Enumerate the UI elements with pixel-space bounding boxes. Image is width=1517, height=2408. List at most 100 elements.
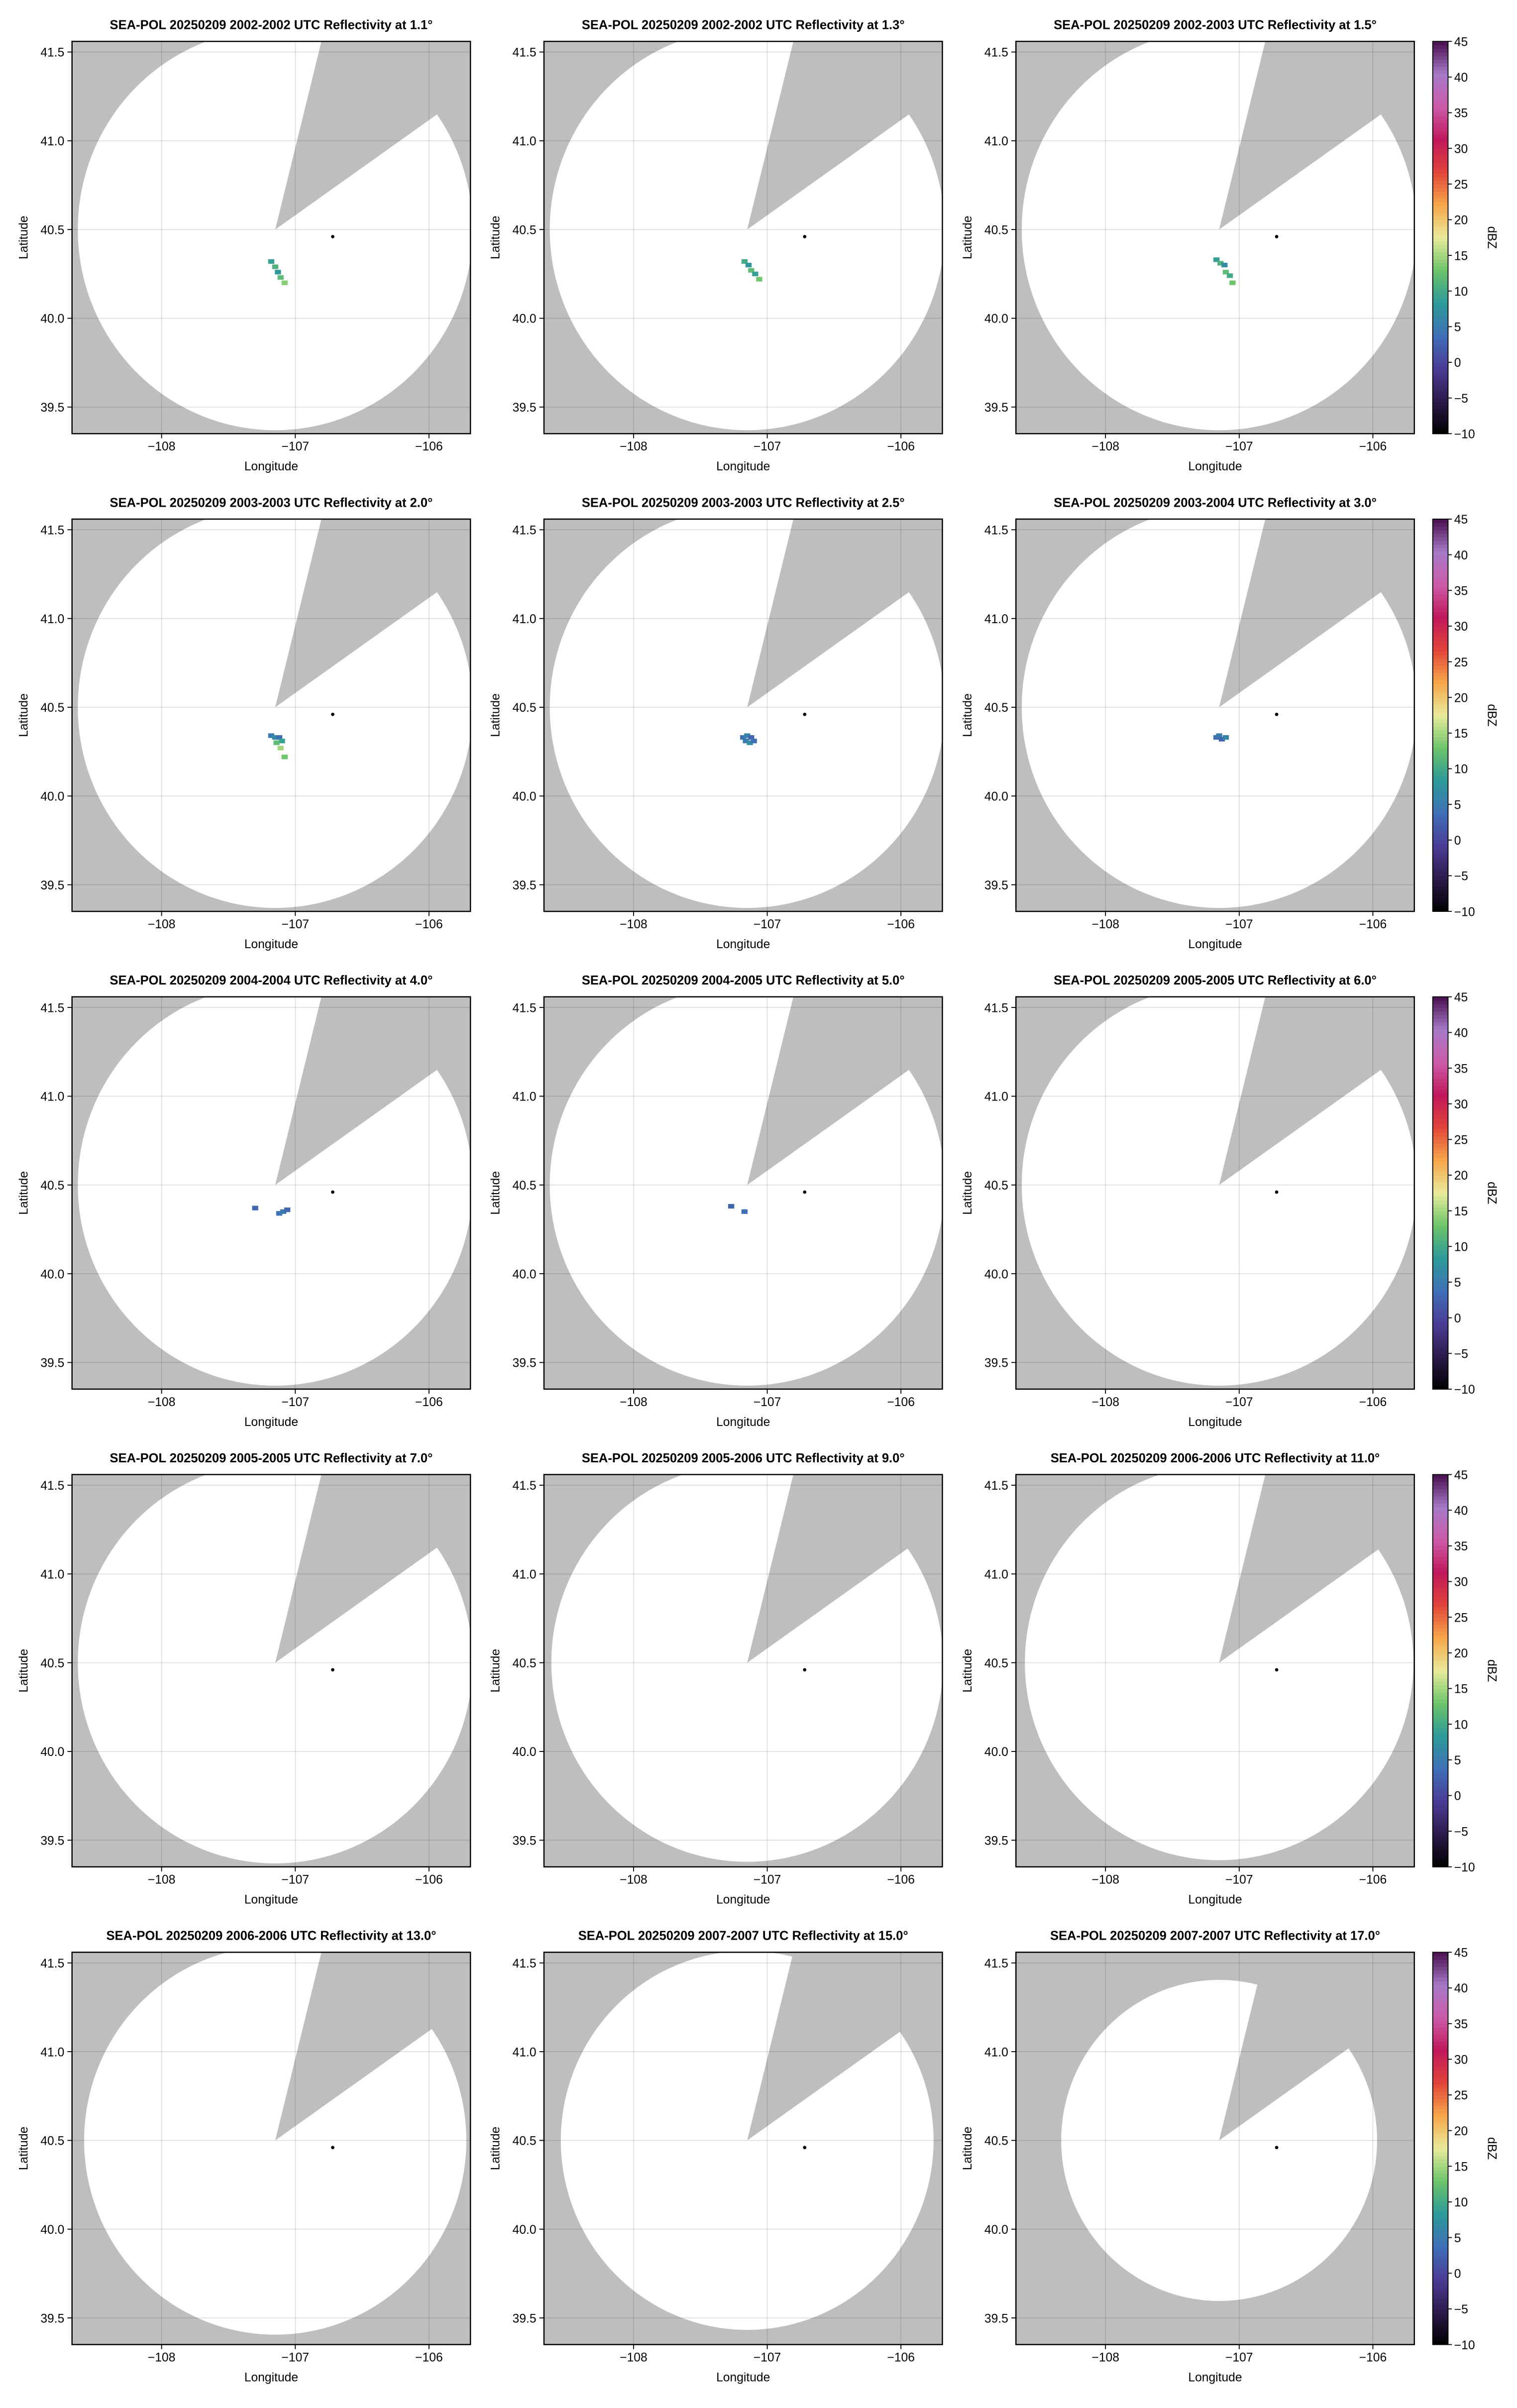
colorbar-segment [1432, 2280, 1448, 2285]
site-marker [1275, 235, 1279, 238]
x-axis-label: Longitude [244, 1416, 298, 1429]
colorbar-segment [1432, 1079, 1448, 1083]
echo-cell [279, 739, 285, 744]
site-marker [331, 235, 334, 238]
x-tick-label: −106 [887, 1396, 914, 1409]
colorbar-segment [1432, 2323, 1448, 2327]
colorbar-segment [1432, 1164, 1448, 1169]
site-marker [803, 712, 807, 716]
colorbar-segment [1432, 2041, 1448, 2046]
colorbar-segment [1432, 1624, 1448, 1629]
x-axis-label: Longitude [716, 1893, 770, 1907]
colorbar-tick-label: 20 [1454, 1169, 1468, 1183]
colorbar-segment [1432, 808, 1448, 812]
colorbar-segment [1432, 2205, 1448, 2210]
x-tick-label: −108 [1091, 440, 1119, 453]
y-tick-label: 40.0 [984, 2223, 1008, 2237]
colorbar-segment [1432, 1663, 1448, 1668]
colorbar-segment [1432, 1606, 1448, 1611]
y-tick-label: 41.5 [513, 1001, 537, 1015]
colorbar-segment [1432, 1973, 1448, 1978]
colorbar-segment [1432, 358, 1448, 363]
x-axis-label: Longitude [244, 2371, 298, 2384]
colorbar-segment [1432, 423, 1448, 427]
colorbar-segment [1432, 148, 1448, 153]
colorbar-tick-label: 5 [1454, 2232, 1461, 2245]
site-marker [1275, 712, 1279, 716]
x-tick-label: −106 [415, 1396, 442, 1409]
colorbar-segment [1432, 822, 1448, 827]
colorbar-segment [1432, 737, 1448, 741]
colorbar-segment [1432, 1250, 1448, 1254]
panel: −108 −107 −106 39.5 40.0 40.5 41.0 41.5 SEA-POL … [489, 496, 943, 951]
x-tick-label: −108 [1091, 1396, 1119, 1409]
colorbar-segment [1432, 170, 1448, 174]
radar-coverage [1021, 996, 1414, 1386]
colorbar-tick-label: 30 [1454, 620, 1468, 634]
colorbar-segment [1432, 1210, 1448, 1215]
colorbar-segment [1432, 1039, 1448, 1044]
x-tick-label: −107 [282, 1396, 309, 1409]
radar-coverage [1061, 1979, 1377, 2301]
colorbar-segment [1432, 383, 1448, 388]
plot-frame [543, 1952, 943, 2345]
plot-frame [71, 1474, 471, 1867]
colorbar-segment [1432, 1677, 1448, 1682]
colorbar-segment [1432, 2020, 1448, 2024]
colorbar-segment [1432, 2048, 1448, 2053]
colorbar-segment [1432, 1503, 1448, 1507]
colorbar-segment [1432, 2291, 1448, 2296]
colorbar-tick-label: 5 [1454, 1754, 1461, 1767]
colorbar-segment [1432, 327, 1448, 331]
colorbar-segment [1432, 291, 1448, 295]
colorbar-segment [1432, 1029, 1448, 1033]
colorbar-segment [1432, 1311, 1448, 1315]
colorbar-tick-label: −5 [1454, 1348, 1468, 1361]
colorbar-segment [1432, 876, 1448, 880]
colorbar-segment [1432, 219, 1448, 224]
colorbar-segment [1432, 1784, 1448, 1789]
panel: −108 −107 −106 39.5 40.0 40.5 41.0 41.5 SEA-POL … [489, 974, 943, 1429]
y-tick-label: 41.5 [984, 1479, 1008, 1493]
colorbar-segment [1432, 409, 1448, 413]
colorbar-segment [1432, 376, 1448, 381]
plot-frame [71, 518, 471, 912]
colorbar-segment [1432, 1770, 1448, 1775]
panel: −108 −107 −106 39.5 40.0 40.5 41.0 41.5 SEA-POL … [17, 496, 471, 951]
colorbar-segment [1432, 1596, 1448, 1600]
colorbar-segment [1432, 2198, 1448, 2202]
colorbar-tick-label: 35 [1454, 2018, 1468, 2031]
colorbar-segment [1432, 879, 1448, 883]
x-tick-label: −107 [282, 918, 309, 931]
colorbar-segment [1432, 2009, 1448, 2014]
colorbar-segment [1432, 1588, 1448, 1593]
colorbar-frame [1432, 1952, 1449, 2345]
colorbar-segment [1432, 152, 1448, 156]
colorbar-segment [1432, 1324, 1448, 1329]
colorbar-segment [1432, 2073, 1448, 2078]
colorbar-segment [1432, 561, 1448, 566]
colorbar-segment [1432, 2266, 1448, 2270]
colorbar-segment [1432, 1214, 1448, 1218]
y-axis-label: Latitude [17, 693, 30, 737]
colorbar-segment [1432, 1168, 1448, 1172]
y-tick-label: 40.5 [513, 1179, 537, 1193]
colorbar-segment [1432, 686, 1448, 691]
y-tick-label: 40.0 [40, 2223, 64, 2237]
echo-cell [252, 1205, 258, 1210]
colorbar-segment [1432, 70, 1448, 74]
colorbar-segment [1432, 897, 1448, 901]
colorbar-segment [1432, 1642, 1448, 1646]
colorbar-segment [1432, 2191, 1448, 2195]
colorbar-segment [1432, 572, 1448, 577]
colorbar-tick-label: −5 [1454, 2303, 1468, 2316]
y-axis-label: Latitude [961, 693, 975, 737]
colorbar-tick-label: 35 [1454, 107, 1468, 120]
y-tick-label: 41.5 [40, 1001, 64, 1015]
colorbar-segment [1432, 2237, 1448, 2242]
colorbar-segment [1432, 779, 1448, 784]
colorbar-segment [1432, 1114, 1448, 1119]
colorbar-tick-label: 25 [1454, 178, 1468, 192]
colorbar-segment [1432, 1246, 1448, 1251]
colorbar-segment [1432, 719, 1448, 723]
